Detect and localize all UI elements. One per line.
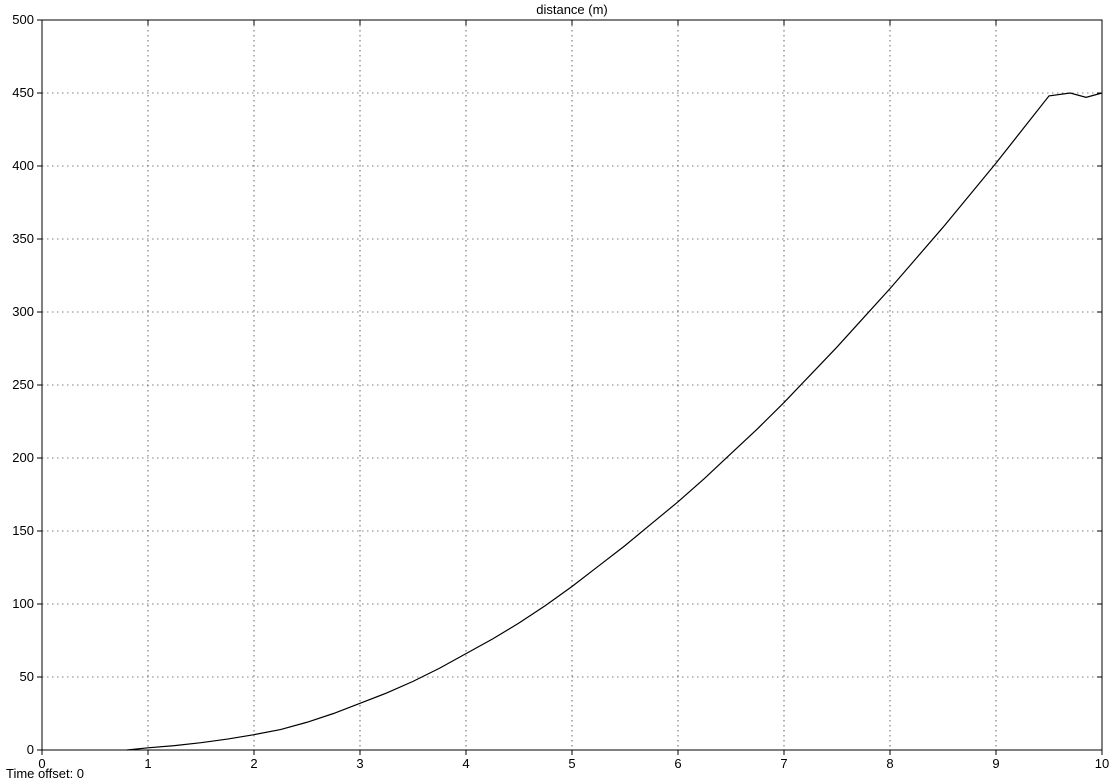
chart-container: 0123456789100501001502002503003504004505… [0, 0, 1114, 782]
x-tick-label: 8 [886, 756, 893, 771]
y-tick-label: 350 [12, 231, 34, 246]
y-tick-label: 50 [20, 669, 34, 684]
y-tick-label: 250 [12, 377, 34, 392]
x-tick-label: 9 [992, 756, 999, 771]
x-tick-label: 5 [568, 756, 575, 771]
x-tick-label: 4 [462, 756, 469, 771]
x-tick-label: 7 [780, 756, 787, 771]
y-tick-label: 450 [12, 85, 34, 100]
y-tick-label: 500 [12, 12, 34, 27]
y-tick-label: 200 [12, 450, 34, 465]
y-tick-label: 100 [12, 596, 34, 611]
y-tick-label: 400 [12, 158, 34, 173]
time-offset-label: Time offset: 0 [6, 766, 84, 781]
x-tick-label: 6 [674, 756, 681, 771]
chart-title: distance (m) [536, 2, 608, 17]
x-tick-label: 2 [250, 756, 257, 771]
y-tick-label: 150 [12, 523, 34, 538]
y-tick-label: 300 [12, 304, 34, 319]
line-chart: 0123456789100501001502002503003504004505… [0, 0, 1114, 782]
x-tick-label: 1 [144, 756, 151, 771]
x-tick-label: 3 [356, 756, 363, 771]
x-tick-label: 10 [1095, 756, 1109, 771]
y-tick-label: 0 [27, 742, 34, 757]
